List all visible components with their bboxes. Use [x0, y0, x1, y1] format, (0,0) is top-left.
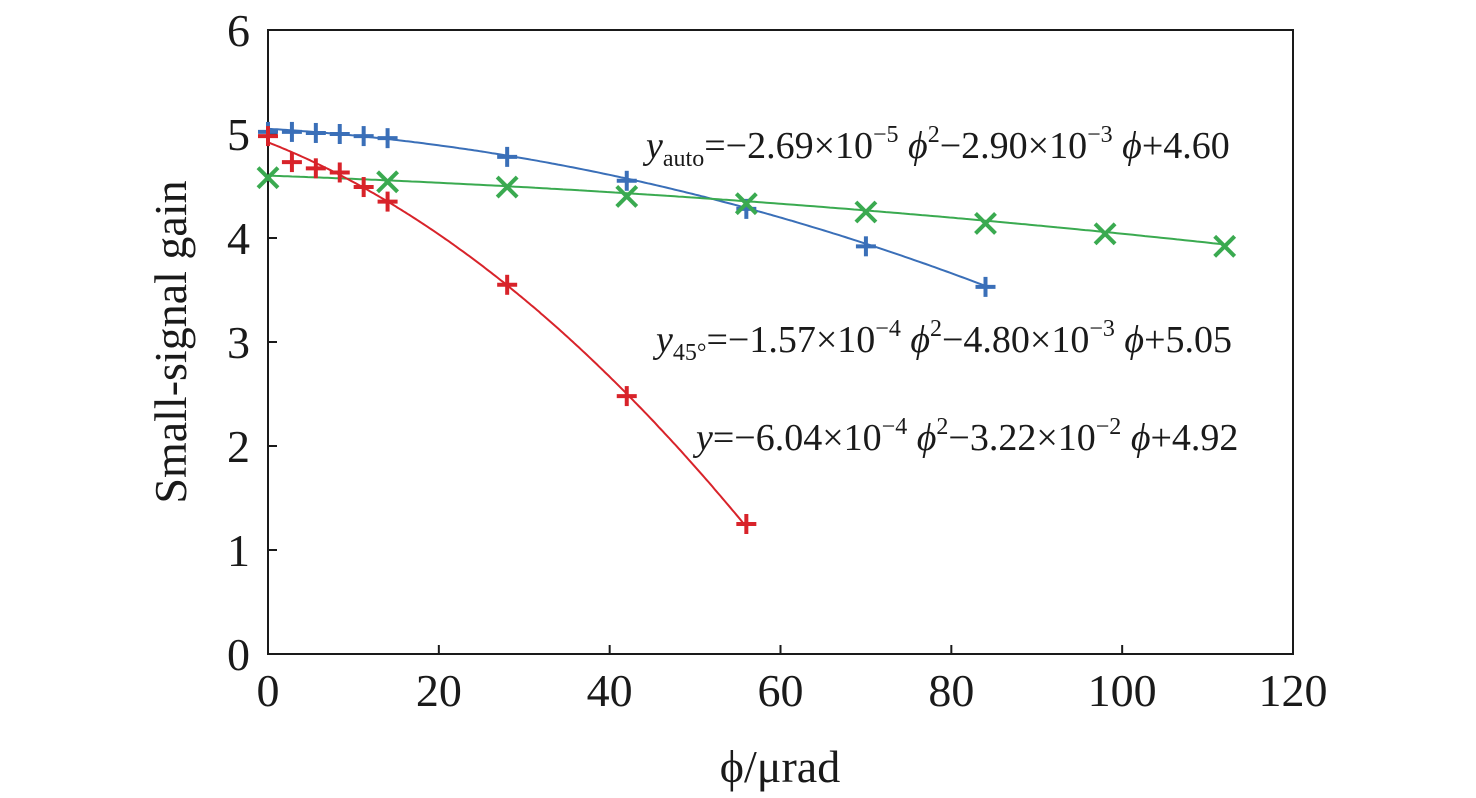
data-point — [495, 175, 519, 199]
data-point — [353, 126, 374, 147]
equation-plain: y=−6.04×10−4 ϕ2−3.22×10−2 ϕ+4.92 — [692, 414, 1238, 459]
data-point — [305, 158, 326, 179]
data-point — [376, 170, 399, 194]
x-tick-label: 20 — [416, 665, 462, 716]
y-tick-label: 1 — [227, 525, 250, 576]
data-point — [974, 212, 997, 235]
data-point — [281, 152, 302, 173]
data-point — [736, 514, 757, 534]
x-axis-label: ϕ/μrad — [720, 741, 840, 792]
data-point — [258, 126, 278, 147]
equation-auto: yauto=−2.69×10−5 ϕ2−2.90×10−3 ϕ+4.60 — [642, 122, 1230, 172]
data-point — [497, 274, 518, 295]
axis-ticks: 0 20 40 60 80 100 120 0 1 2 3 4 5 6 — [227, 5, 1328, 716]
data-point — [855, 236, 876, 257]
data-markers — [256, 121, 1237, 534]
x-tick-label: 80 — [928, 665, 974, 716]
x-tick-label: 120 — [1259, 665, 1328, 716]
data-point — [616, 170, 637, 191]
x-tick-label: 60 — [758, 665, 804, 716]
data-point — [854, 200, 878, 224]
y-tick-label: 6 — [227, 5, 250, 56]
data-point — [329, 162, 350, 183]
data-point — [615, 184, 639, 208]
x-tick-label: 0 — [257, 665, 280, 716]
data-point — [305, 122, 326, 143]
y-tick-label: 3 — [227, 317, 250, 368]
y-tick-label: 0 — [227, 629, 250, 680]
data-point — [377, 128, 398, 149]
y-tick-label: 5 — [227, 109, 250, 160]
data-point — [497, 146, 518, 167]
data-point — [256, 166, 280, 190]
data-point — [1213, 234, 1237, 258]
x-tick-label: 40 — [587, 665, 633, 716]
fit-curve-2 — [267, 141, 748, 528]
y-tick-label: 4 — [227, 213, 250, 264]
data-point — [616, 386, 637, 407]
data-point — [975, 276, 996, 297]
data-point — [1093, 222, 1117, 246]
y-tick-label: 2 — [227, 421, 250, 472]
data-point — [281, 121, 302, 142]
data-point — [353, 177, 374, 198]
equation-45deg: y45°=−1.57×10−4 ϕ2−4.80×10−3 ϕ+5.05 — [652, 316, 1232, 366]
x-tick-label: 100 — [1088, 665, 1157, 716]
data-point — [329, 124, 350, 144]
y-axis-label: Small-signal gain — [145, 180, 196, 503]
data-point — [734, 192, 758, 216]
fit-curve-0 — [267, 127, 986, 287]
data-point — [377, 191, 398, 212]
